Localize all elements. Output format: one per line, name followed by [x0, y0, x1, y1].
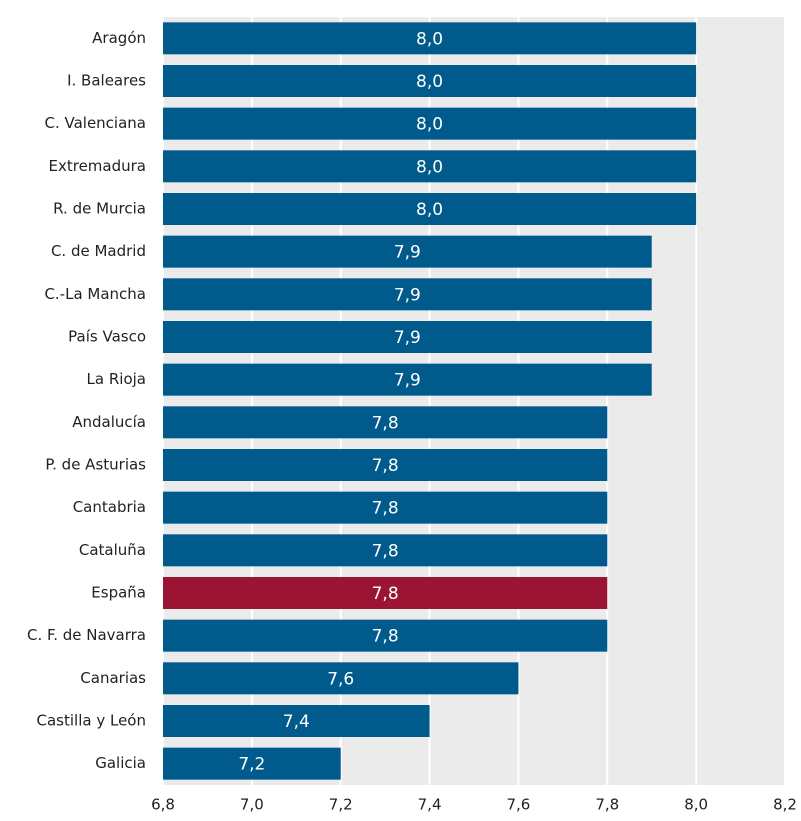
bar	[163, 662, 519, 695]
y-tick-label: Andalucía	[72, 413, 146, 431]
bar	[163, 406, 608, 439]
bar	[163, 534, 608, 567]
x-tick-label: 7,2	[329, 796, 353, 814]
bar	[163, 22, 697, 55]
bar	[163, 278, 652, 311]
value-label: 7,8	[372, 499, 399, 519]
y-tick-label: C. Valenciana	[44, 114, 146, 132]
value-label: 8,0	[416, 29, 443, 49]
value-label: 8,0	[416, 72, 443, 92]
y-tick-label: P. de Asturias	[45, 456, 146, 474]
x-tick-label: 7,0	[240, 796, 264, 814]
plot-background	[163, 17, 785, 785]
x-tick-label: 8,2	[773, 796, 797, 814]
y-tick-label: Cantabria	[73, 498, 146, 516]
y-tick-label: Canarias	[80, 669, 146, 687]
x-tick-label: 6,8	[151, 796, 175, 814]
bar	[163, 577, 608, 609]
value-label: 7,8	[372, 627, 399, 647]
x-tick-label: 7,8	[595, 796, 619, 814]
y-tick-label: Extremadura	[49, 157, 147, 175]
y-tick-label: País Vasco	[68, 328, 146, 346]
bar	[163, 235, 652, 268]
value-label: 7,2	[238, 755, 265, 775]
y-tick-label: C. de Madrid	[51, 242, 146, 260]
y-tick-label: C.-La Mancha	[44, 285, 146, 303]
y-tick-label: Galicia	[95, 754, 146, 772]
value-label: 8,0	[416, 157, 443, 177]
bar	[163, 193, 697, 225]
x-tick-label: 7,4	[418, 796, 442, 814]
bar	[163, 363, 652, 396]
y-tick-label: Castilla y León	[37, 712, 146, 730]
bar	[163, 491, 608, 524]
value-label: 7,9	[394, 328, 421, 348]
x-tick-label: 7,6	[506, 796, 530, 814]
value-label: 7,4	[283, 712, 310, 732]
value-label: 7,8	[372, 584, 399, 604]
bar	[163, 150, 697, 183]
value-label: 7,9	[394, 243, 421, 263]
x-tick-label: 8,0	[684, 796, 708, 814]
bar	[163, 65, 697, 97]
y-tick-label: I. Baleares	[67, 72, 146, 90]
y-tick-label: C. F. de Navarra	[27, 626, 146, 644]
y-tick-label: Cataluña	[79, 541, 146, 559]
value-label: 7,9	[394, 371, 421, 391]
value-label: 7,9	[394, 285, 421, 305]
bar	[163, 449, 608, 481]
value-label: 8,0	[416, 200, 443, 220]
value-label: 8,0	[416, 115, 443, 135]
y-tick-label: Aragón	[92, 29, 146, 47]
value-label: 7,8	[372, 413, 399, 433]
value-label: 7,8	[372, 541, 399, 561]
value-label: 7,8	[372, 456, 399, 476]
bar	[163, 321, 652, 353]
y-tick-label: España	[91, 584, 146, 602]
y-tick-label: R. de Murcia	[53, 200, 146, 218]
y-tick-label: La Rioja	[87, 370, 146, 388]
bar	[163, 107, 697, 140]
bar	[163, 705, 430, 737]
bar	[163, 747, 341, 780]
value-label: 7,6	[327, 669, 354, 689]
bar	[163, 619, 608, 652]
